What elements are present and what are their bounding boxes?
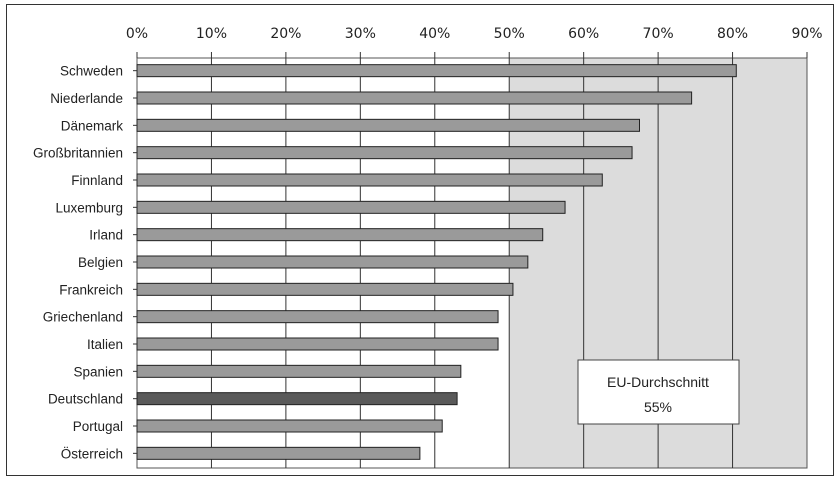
- category-label: Dänemark: [61, 118, 124, 133]
- category-label: Schweden: [60, 64, 123, 79]
- bar: [136, 255, 529, 269]
- bar: [136, 419, 443, 433]
- x-tick-label: 0%: [126, 26, 148, 42]
- bar: [136, 91, 693, 105]
- bar: [136, 146, 633, 160]
- category-label: Finnland: [71, 173, 123, 188]
- bar: [136, 228, 544, 242]
- category-label: Italien: [87, 337, 123, 352]
- bar: [136, 310, 499, 324]
- category-label: Niederlande: [50, 91, 123, 106]
- category-label: Deutschland: [48, 392, 123, 407]
- bar: [136, 337, 499, 351]
- category-label: Großbritannien: [33, 146, 123, 161]
- x-tick-label: 20%: [270, 26, 301, 42]
- category-label: Luxemburg: [55, 200, 123, 215]
- x-tick-label: 70%: [643, 26, 674, 42]
- category-label: Österreich: [61, 446, 123, 461]
- category-label: Belgien: [78, 255, 123, 270]
- category-label: Spanien: [73, 364, 123, 379]
- category-label: Griechenland: [43, 310, 123, 325]
- category-label: Irland: [89, 228, 123, 243]
- bar: [136, 446, 421, 460]
- x-tick-label: 60%: [568, 26, 599, 42]
- annotation-box: [577, 359, 740, 425]
- x-tick-label: 80%: [717, 26, 748, 42]
- bar: [136, 200, 566, 214]
- bar: [136, 173, 603, 187]
- x-tick-label: 40%: [419, 26, 450, 42]
- bar: [136, 392, 458, 406]
- x-tick-label: 90%: [791, 26, 822, 42]
- x-tick-label: 50%: [494, 26, 525, 42]
- bar: [136, 282, 514, 296]
- annotation-value: 55%: [644, 399, 672, 415]
- eu-average-annotation: EU-Durchschnitt 55%: [577, 359, 740, 425]
- category-label: Frankreich: [59, 282, 123, 297]
- bar: [136, 64, 737, 78]
- category-label: Portugal: [73, 419, 123, 434]
- bar: [136, 364, 462, 378]
- annotation-title: EU-Durchschnitt: [607, 374, 709, 390]
- x-tick-label: 10%: [196, 26, 227, 42]
- x-tick-label: 30%: [345, 26, 376, 42]
- bar: [136, 118, 640, 132]
